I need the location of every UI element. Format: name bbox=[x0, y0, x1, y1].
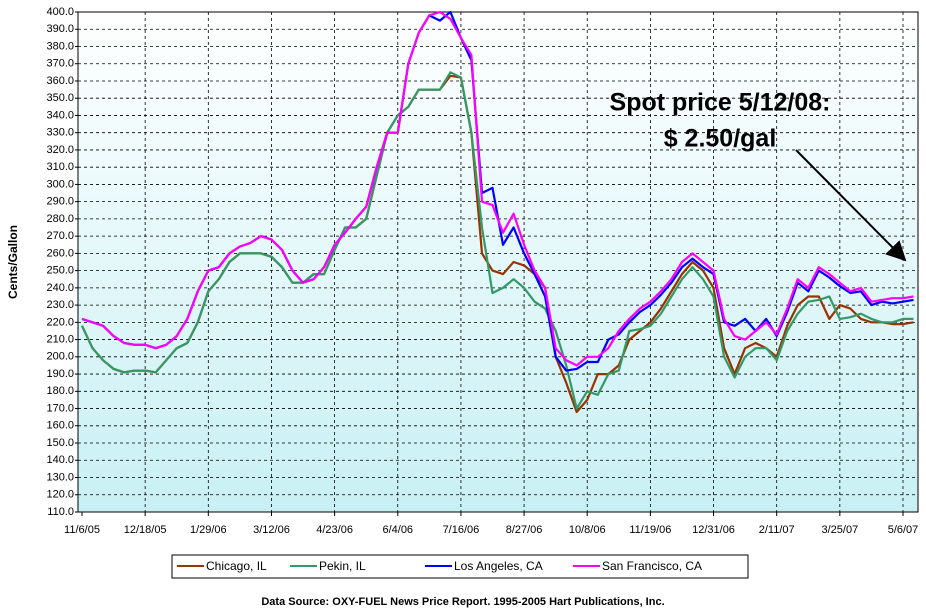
y-tick-label: 190.0 bbox=[46, 368, 74, 380]
source-note: Data Source: OXY-FUEL News Price Report.… bbox=[261, 596, 664, 608]
y-tick-label: 310.0 bbox=[46, 161, 74, 173]
x-tick-label: 6/4/06 bbox=[382, 524, 413, 536]
legend-label: Los Angeles, CA bbox=[454, 559, 543, 573]
x-tick-label: 7/16/06 bbox=[443, 524, 480, 536]
y-tick-label: 240.0 bbox=[46, 282, 74, 294]
series-line bbox=[81, 71, 914, 410]
y-tick-label: 380.0 bbox=[46, 40, 74, 52]
y-tick-label: 180.0 bbox=[46, 385, 74, 397]
x-tick-label: 11/6/05 bbox=[64, 524, 100, 536]
y-tick-label: 280.0 bbox=[46, 213, 74, 225]
y-tick-label: 120.0 bbox=[46, 489, 74, 501]
series-line bbox=[81, 10, 914, 367]
x-tick-label: 1/29/06 bbox=[190, 524, 227, 536]
y-tick-label: 130.0 bbox=[46, 471, 74, 483]
y-tick-label: 390.0 bbox=[46, 23, 74, 35]
legend bbox=[171, 554, 749, 579]
y-tick-label: 200.0 bbox=[46, 351, 74, 363]
x-tick-label: 8/27/06 bbox=[506, 524, 543, 536]
legend-label: Chicago, IL bbox=[206, 559, 267, 573]
y-tick-label: 230.0 bbox=[46, 299, 74, 311]
annotation-arrow bbox=[795, 149, 907, 262]
annotation: $ 2.50/gal bbox=[664, 125, 777, 153]
x-tick-label: 3/12/06 bbox=[253, 524, 290, 536]
y-tick-label: 330.0 bbox=[46, 127, 74, 139]
y-tick-label: 370.0 bbox=[46, 58, 74, 70]
y-tick-label: 150.0 bbox=[46, 437, 74, 449]
y-axis-label: Cents/Gallon bbox=[6, 225, 20, 299]
x-tick-label: 12/31/06 bbox=[692, 524, 735, 536]
y-tick-label: 320.0 bbox=[46, 144, 74, 156]
y-tick-label: 270.0 bbox=[46, 230, 74, 242]
x-tick-label: 5/6/07 bbox=[888, 524, 919, 536]
y-tick-label: 340.0 bbox=[46, 109, 74, 121]
y-tick-label: 210.0 bbox=[46, 333, 74, 345]
y-tick-label: 140.0 bbox=[46, 454, 74, 466]
x-tick-label: 4/23/06 bbox=[316, 524, 353, 536]
annotation: Spot price 5/12/08: bbox=[610, 89, 831, 117]
plot-area bbox=[77, 11, 919, 513]
x-tick-label: 2/11/07 bbox=[759, 524, 795, 536]
legend-label: San Francisco, CA bbox=[602, 559, 702, 573]
y-tick-label: 290.0 bbox=[46, 196, 74, 208]
y-tick-label: 170.0 bbox=[46, 402, 74, 414]
y-tick-label: 260.0 bbox=[46, 247, 74, 259]
x-tick-label: 12/18/05 bbox=[124, 524, 167, 536]
y-tick-label: 160.0 bbox=[46, 420, 74, 432]
x-tick-label: 3/25/07 bbox=[821, 524, 858, 536]
y-tick-label: 220.0 bbox=[46, 316, 74, 328]
x-tick-label: 10/8/06 bbox=[569, 524, 606, 536]
y-tick-label: 300.0 bbox=[46, 178, 74, 190]
x-tick-label: 11/19/06 bbox=[629, 524, 671, 536]
legend-label: Pekin, IL bbox=[319, 559, 366, 573]
y-tick-label: 360.0 bbox=[46, 75, 74, 87]
y-tick-label: 400.0 bbox=[46, 6, 74, 18]
y-tick-label: 110.0 bbox=[47, 506, 74, 518]
y-tick-label: 250.0 bbox=[46, 265, 74, 277]
y-tick-label: 350.0 bbox=[46, 92, 74, 104]
